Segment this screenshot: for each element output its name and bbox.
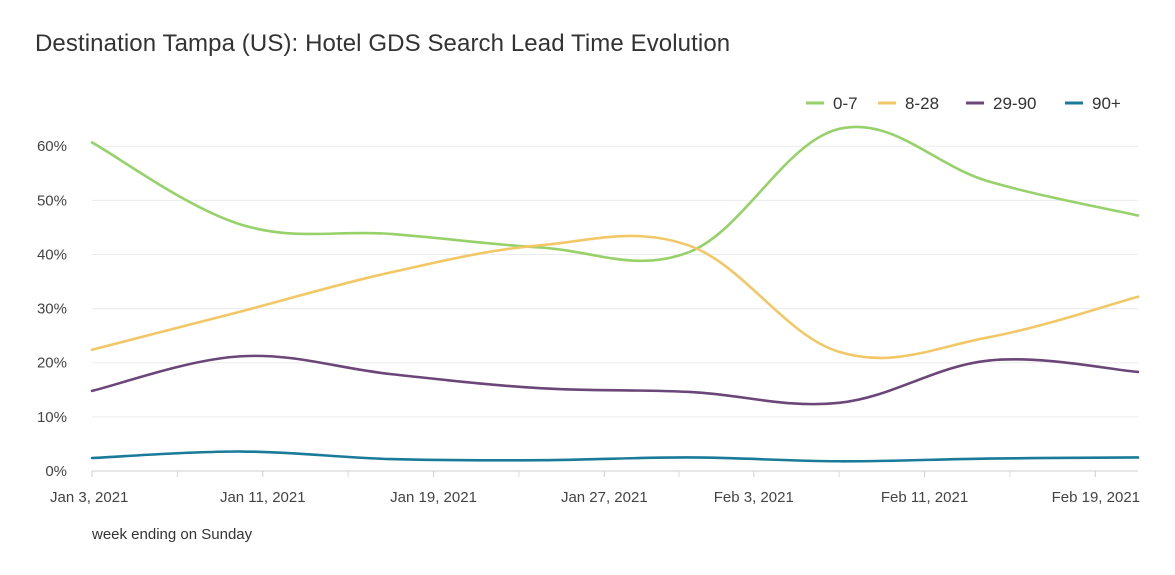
series-lines xyxy=(90,125,1140,463)
y-tick-label: 20% xyxy=(37,355,67,372)
x-tick-label: Jan 11, 2021 xyxy=(220,489,306,506)
y-tick-label: 0% xyxy=(45,463,67,480)
axes: 0% 10% 20% 30% 40% 50% 60% Jan 3, 2021 Jan 11, 2… xyxy=(37,138,1140,506)
series-line-0-7 xyxy=(90,125,1140,263)
series-line-90+ xyxy=(90,450,1140,463)
series-line-8-28 xyxy=(90,234,1140,360)
x-tick-label: Jan 19, 2021 xyxy=(390,489,477,506)
chart-title: Destination Tampa (US): Hotel GDS Search… xyxy=(35,30,731,57)
x-tick-label: Jan 27, 2021 xyxy=(561,489,648,506)
legend: 0-7 8-28 29-90 90+ xyxy=(806,94,1121,113)
legend-label: 90+ xyxy=(1092,94,1121,113)
x-tick-label: Jan 3, 2021 xyxy=(50,489,128,506)
gridlines xyxy=(92,145,1138,418)
legend-label: 29-90 xyxy=(993,94,1036,113)
x-tick-label: Feb 11, 2021 xyxy=(881,489,968,506)
series-line-29-90 xyxy=(90,354,1140,406)
legend-label: 0-7 xyxy=(833,94,858,113)
y-tick-label: 40% xyxy=(37,246,67,263)
y-tick-label: 50% xyxy=(37,192,67,209)
x-axis-label: week ending on Sunday xyxy=(91,526,253,543)
y-tick-label: 10% xyxy=(37,409,67,426)
legend-label: 8-28 xyxy=(905,94,939,113)
y-tick-label: 60% xyxy=(37,138,67,155)
x-tick-label: Feb 19, 2021 xyxy=(1052,489,1140,506)
y-tick-label: 30% xyxy=(37,301,67,318)
x-tick-label: Feb 3, 2021 xyxy=(714,489,794,506)
